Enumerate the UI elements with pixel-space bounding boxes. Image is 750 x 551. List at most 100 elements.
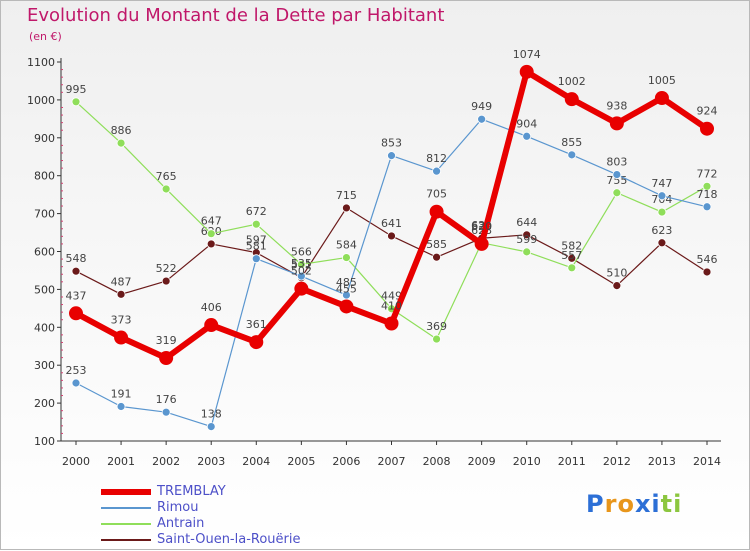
data-point-tremblay [429,204,444,219]
data-label-antrain: 557 [561,249,582,262]
data-label-antrain: 672 [246,205,267,218]
legend-item-saint-ouen: Saint-Ouen-la-Rouërie [101,532,401,549]
data-point-tremblay [294,281,309,296]
data-point-rimou [387,151,396,161]
data-label-tremblay: 1005 [648,74,676,87]
data-point-rimou [432,166,441,176]
y-tick-label: 500 [34,283,55,296]
data-point-tremblay [384,316,399,331]
data-label-rimou: 138 [201,408,222,421]
data-label-tremblay: 620 [471,220,492,233]
data-point-saint-ouen-la-roue-rie [387,231,396,241]
data-label-antrain: 995 [66,83,87,96]
legend-swatch-tremblay [101,489,151,495]
data-label-tremblay: 373 [111,314,132,327]
data-point-rimou [702,202,712,212]
legend-swatch-antrain [101,523,151,525]
data-label-tremblay: 437 [66,289,87,302]
data-label-saint-ouen-la-roue-rie: 644 [516,216,537,229]
x-tick-label: 2008 [423,455,451,468]
data-point-rimou [342,290,351,300]
logo-letter: o [617,490,635,518]
data-point-tremblay [564,92,579,107]
data-point-rimou [296,271,306,281]
data-point-rimou [251,254,261,264]
data-label-tremblay: 1002 [558,75,586,88]
x-tick-label: 2010 [513,455,541,468]
data-point-antrain [116,138,126,148]
legend-label-tremblay: TREMBLAY [157,484,226,499]
data-point-tremblay [700,121,714,136]
data-label-saint-ouen-la-roue-rie: 582 [561,239,582,252]
legend-item-tremblay: TREMBLAY [101,484,401,501]
data-point-antrain [161,184,171,194]
data-label-tremblay: 361 [246,318,267,331]
data-label-antrain: 369 [426,320,447,333]
data-point-tremblay [249,335,264,350]
y-tick-label: 800 [34,170,55,183]
data-point-rimou [612,170,622,179]
x-tick-label: 2013 [648,455,676,468]
y-tick-label: 900 [34,132,55,145]
data-point-rimou [657,191,667,201]
data-label-rimou: 581 [246,240,267,253]
data-point-antrain [432,334,441,344]
data-label-antrain: 449 [381,290,402,303]
data-point-saint-ouen-la-roue-rie [161,276,171,286]
y-tick-label: 700 [34,208,55,221]
y-tick-label: 1100 [27,56,55,69]
data-label-tremblay: 406 [201,301,222,314]
data-point-saint-ouen-la-roue-rie [432,252,441,262]
data-point-saint-ouen-la-roue-rie [71,266,81,276]
data-point-tremblay [204,318,219,333]
data-label-tremblay: 924 [697,105,718,118]
data-label-tremblay: 938 [606,99,627,112]
data-point-tremblay [339,299,354,314]
data-label-tremblay: 1074 [513,48,541,61]
data-point-rimou [116,402,126,411]
data-point-rimou [71,378,81,388]
data-label-rimou: 812 [426,152,447,165]
logo-letter: i [651,490,661,518]
y-tick-label: 100 [34,435,55,448]
data-point-antrain [522,247,532,257]
data-label-saint-ouen-la-roue-rie: 510 [606,267,627,280]
proxiti-logo: Proxiti [586,490,682,518]
data-label-tremblay: 705 [426,188,447,201]
data-point-tremblay [114,330,129,345]
data-point-antrain [206,229,216,239]
data-label-antrain: 584 [336,239,357,252]
logo-letter: t [660,490,674,518]
x-tick-label: 2001 [107,455,135,468]
data-point-tremblay [474,236,489,251]
x-tick-label: 2009 [468,455,496,468]
data-label-tremblay: 502 [291,265,312,278]
legend-swatch-rimou [101,507,151,509]
data-label-rimou: 718 [697,188,718,201]
x-tick-label: 2007 [378,455,406,468]
data-point-rimou [522,131,532,141]
unit-label: (en €) [29,30,62,43]
data-label-saint-ouen-la-roue-rie: 585 [426,238,447,251]
data-label-rimou: 747 [651,177,672,190]
data-point-antrain [251,219,261,229]
data-point-antrain [612,188,622,198]
data-point-antrain [567,263,577,273]
data-point-saint-ouen-la-roue-rie [567,253,577,263]
data-label-saint-ouen-la-roue-rie: 522 [156,262,177,275]
data-label-antrain: 765 [156,170,177,183]
data-label-tremblay: 455 [336,282,357,295]
data-point-rimou [477,114,487,124]
legend-label-antrain: Antrain [157,516,205,531]
data-label-saint-ouen-la-roue-rie: 546 [697,253,718,266]
series-line-tremblay [74,68,709,361]
data-point-tremblay [609,116,624,131]
legend: TREMBLAY Rimou Antrain Saint-Ouen-la-Rou… [101,484,401,549]
x-tick-label: 2000 [62,455,90,468]
logo-letter: x [634,490,652,518]
data-label-tremblay: 319 [156,334,177,347]
data-label-rimou: 855 [561,136,582,149]
data-label-rimou: 949 [471,100,492,113]
x-tick-label: 2005 [287,455,315,468]
